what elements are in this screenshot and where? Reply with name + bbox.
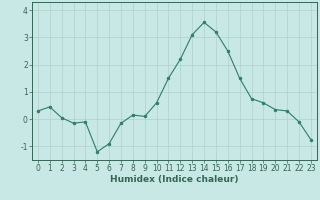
X-axis label: Humidex (Indice chaleur): Humidex (Indice chaleur) xyxy=(110,175,239,184)
